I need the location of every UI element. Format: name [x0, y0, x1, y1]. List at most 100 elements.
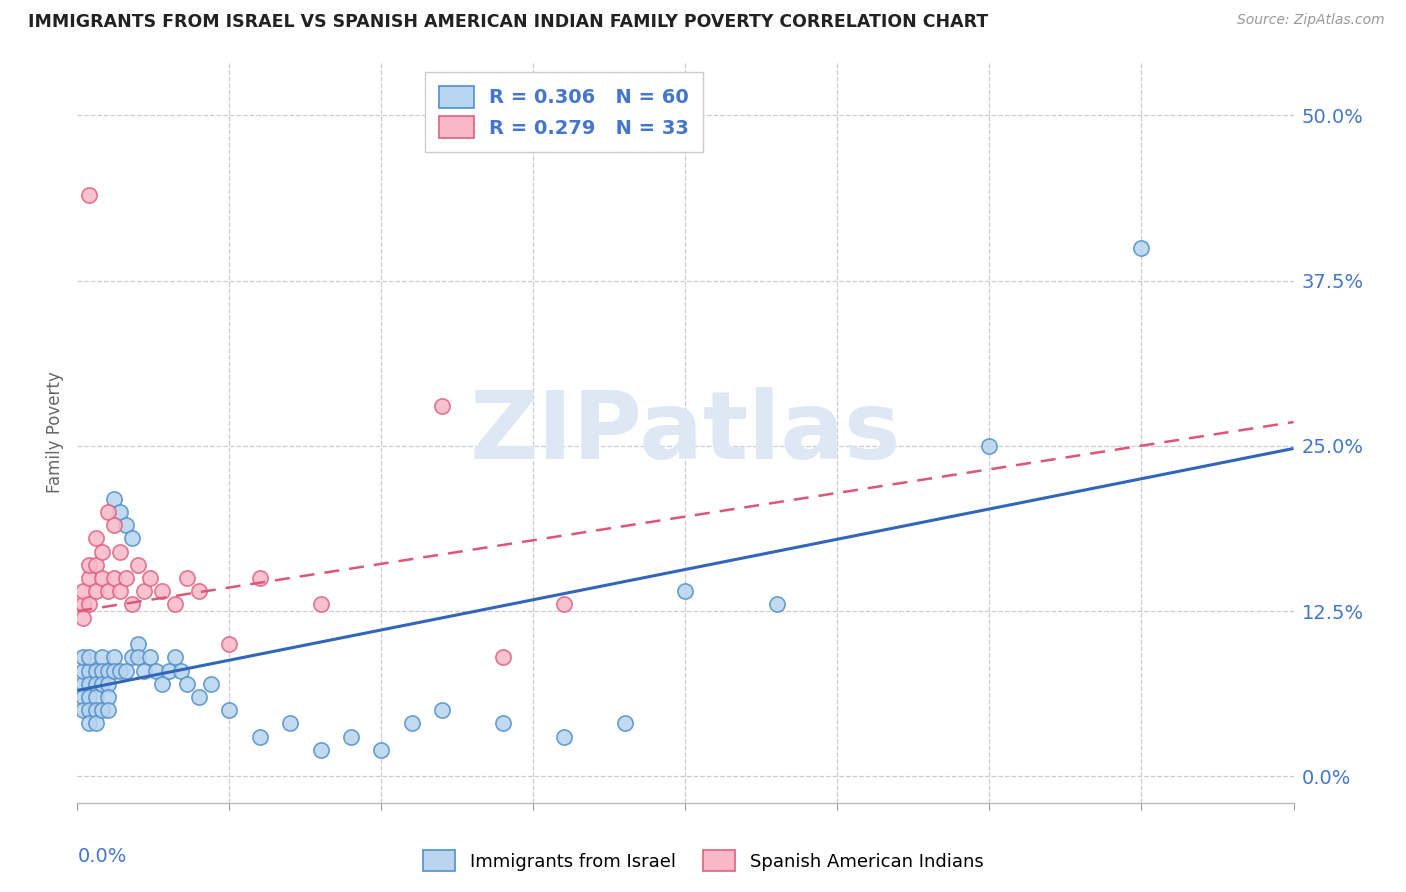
Point	[84, 558, 107, 572]
Point	[553, 598, 575, 612]
Point	[157, 664, 180, 678]
Point	[127, 650, 149, 665]
Text: Source: ZipAtlas.com: Source: ZipAtlas.com	[1237, 13, 1385, 28]
Point	[121, 598, 143, 612]
Point	[249, 571, 271, 585]
Point	[72, 690, 94, 704]
Point	[90, 544, 112, 558]
Point	[79, 650, 101, 665]
Point	[97, 703, 120, 717]
Point	[139, 571, 162, 585]
Point	[309, 743, 332, 757]
Point	[90, 650, 112, 665]
Point	[103, 518, 125, 533]
Point	[72, 584, 94, 599]
Point	[979, 439, 1001, 453]
Point	[90, 571, 112, 585]
Point	[218, 637, 240, 651]
Point	[97, 677, 120, 691]
Point	[90, 664, 112, 678]
Point	[176, 677, 198, 691]
Point	[218, 703, 240, 717]
Point	[72, 664, 94, 678]
Point	[84, 532, 107, 546]
Point	[84, 677, 107, 691]
Point	[370, 743, 392, 757]
Point	[115, 518, 138, 533]
Point	[72, 650, 94, 665]
Point	[176, 571, 198, 585]
Point	[103, 664, 125, 678]
Point	[430, 703, 453, 717]
Point	[188, 584, 211, 599]
Point	[90, 703, 112, 717]
Point	[613, 716, 636, 731]
Point	[139, 650, 162, 665]
Point	[97, 505, 120, 519]
Point	[430, 399, 453, 413]
Point	[79, 558, 101, 572]
Point	[79, 716, 101, 731]
Point	[103, 650, 125, 665]
Point	[108, 544, 131, 558]
Point	[72, 703, 94, 717]
Point	[200, 677, 222, 691]
Point	[675, 584, 697, 599]
Point	[492, 716, 515, 731]
Point	[97, 584, 120, 599]
Point	[309, 598, 332, 612]
Point	[145, 664, 167, 678]
Point	[163, 598, 186, 612]
Point	[108, 584, 131, 599]
Point	[90, 677, 112, 691]
Point	[79, 187, 101, 202]
Point	[121, 650, 143, 665]
Point	[79, 571, 101, 585]
Point	[152, 584, 174, 599]
Point	[127, 637, 149, 651]
Point	[152, 677, 174, 691]
Point	[188, 690, 211, 704]
Point	[79, 703, 101, 717]
Point	[108, 505, 131, 519]
Point	[170, 664, 193, 678]
Point	[278, 716, 301, 731]
Legend: R = 0.306   N = 60, R = 0.279   N = 33: R = 0.306 N = 60, R = 0.279 N = 33	[425, 72, 703, 152]
Point	[134, 664, 156, 678]
Text: IMMIGRANTS FROM ISRAEL VS SPANISH AMERICAN INDIAN FAMILY POVERTY CORRELATION CHA: IMMIGRANTS FROM ISRAEL VS SPANISH AMERIC…	[28, 13, 988, 31]
Point	[1130, 240, 1153, 255]
Point	[79, 598, 101, 612]
Point	[401, 716, 423, 731]
Point	[84, 716, 107, 731]
Point	[79, 664, 101, 678]
Point	[84, 664, 107, 678]
Point	[72, 677, 94, 691]
Point	[121, 532, 143, 546]
Point	[97, 690, 120, 704]
Point	[115, 571, 138, 585]
Point	[72, 598, 94, 612]
Text: ZIPatlas: ZIPatlas	[470, 386, 901, 479]
Point	[79, 690, 101, 704]
Point	[103, 491, 125, 506]
Point	[492, 650, 515, 665]
Point	[115, 664, 138, 678]
Point	[163, 650, 186, 665]
Text: 0.0%: 0.0%	[77, 847, 127, 866]
Point	[72, 611, 94, 625]
Legend: Immigrants from Israel, Spanish American Indians: Immigrants from Israel, Spanish American…	[415, 843, 991, 879]
Point	[127, 558, 149, 572]
Point	[84, 690, 107, 704]
Point	[249, 730, 271, 744]
Point	[84, 584, 107, 599]
Point	[84, 703, 107, 717]
Point	[97, 664, 120, 678]
Point	[553, 730, 575, 744]
Point	[134, 584, 156, 599]
Y-axis label: Family Poverty: Family Poverty	[46, 372, 65, 493]
Point	[340, 730, 363, 744]
Point	[765, 598, 787, 612]
Point	[108, 664, 131, 678]
Point	[79, 677, 101, 691]
Point	[103, 571, 125, 585]
